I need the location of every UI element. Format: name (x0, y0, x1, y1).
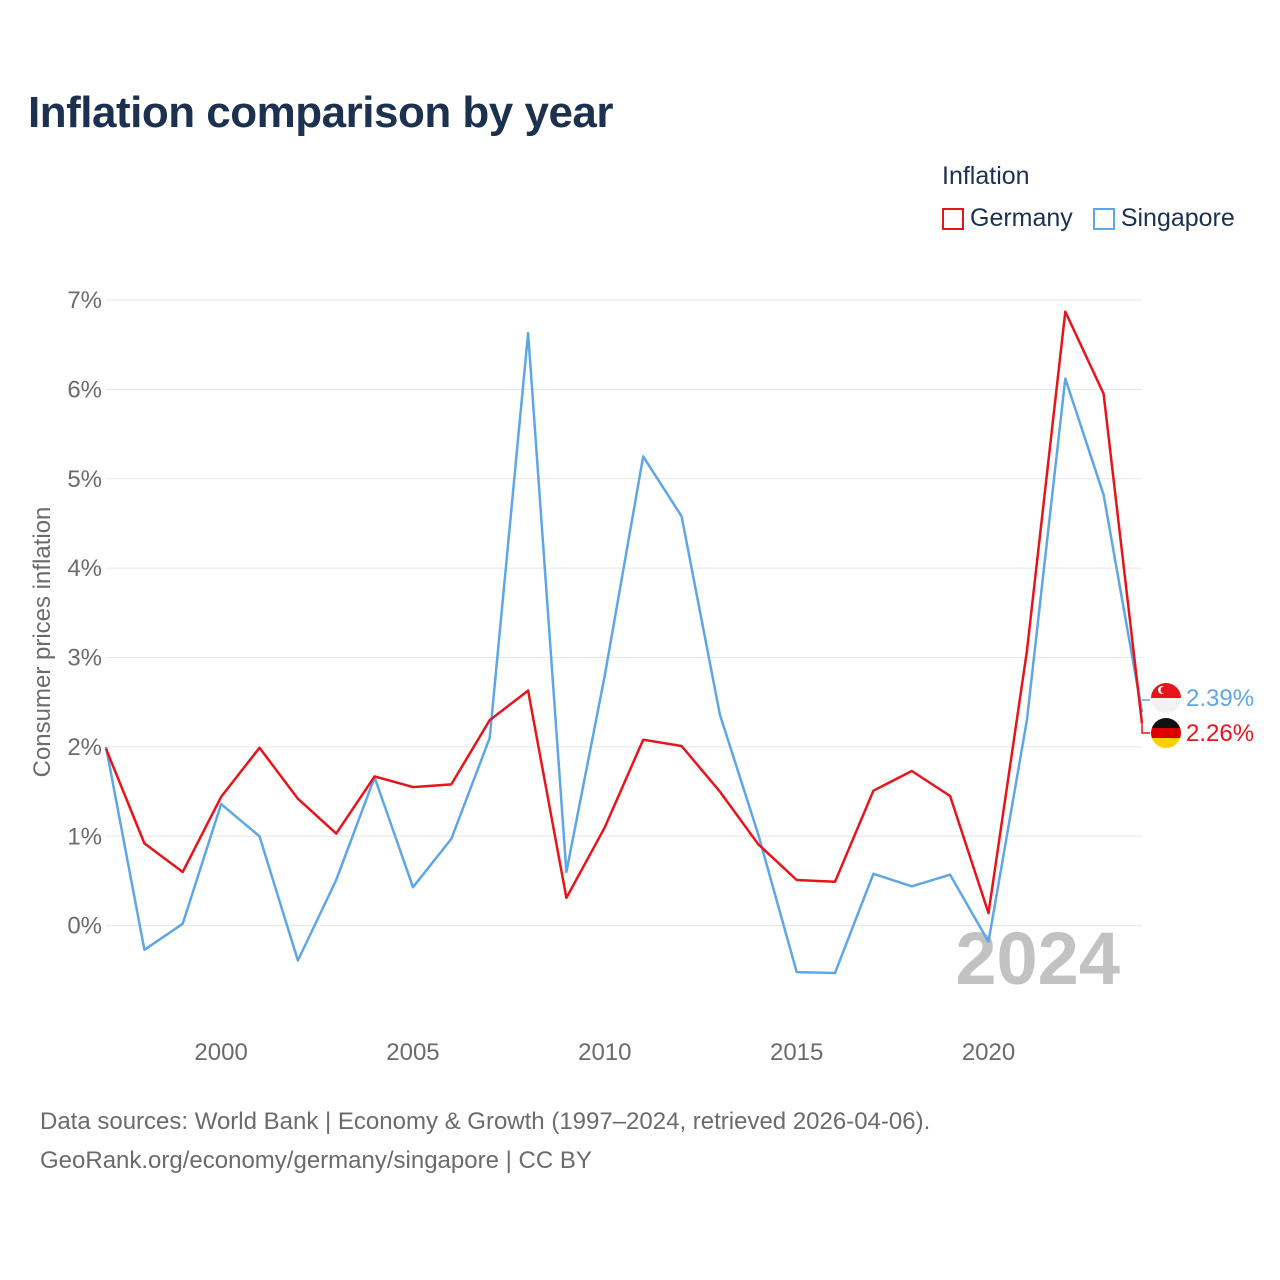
legend-label-singapore: Singapore (1120, 204, 1235, 232)
legend-swatch-singapore (1092, 207, 1115, 230)
legend-title: Inflation (942, 162, 1030, 190)
chart-title: Inflation comparison by year (28, 88, 614, 137)
y-tick-label: 2% (67, 734, 102, 761)
legend-swatch-germany (942, 207, 964, 230)
series-lines (104, 310, 1144, 975)
series-line-germany[interactable] (104, 310, 1144, 915)
x-tick-label: 2005 (386, 1039, 439, 1066)
end-label-germany: 2.26% (1141, 718, 1254, 748)
footer-attribution[interactable]: GeoRank.org/economy/germany/singapore | … (40, 1147, 592, 1174)
y-tick-label: 3% (67, 645, 102, 672)
end-value-germany: 2.26% (1186, 720, 1254, 747)
y-tick-label: 7% (67, 287, 102, 314)
x-tick-label: 2015 (770, 1039, 823, 1066)
y-axis-label: Consumer prices inflation (29, 507, 56, 778)
legend-item-germany[interactable]: Germany (942, 204, 1073, 233)
legend-label-germany: Germany (970, 204, 1073, 232)
y-tick-label: 1% (67, 823, 102, 850)
end-value-singapore: 2.39% (1186, 685, 1254, 712)
germany-flag-icon (1151, 718, 1181, 748)
y-axis-ticks: 0% 1% 2% 3% 4% 5% 6% 7% (67, 287, 102, 940)
y-tick-label: 5% (67, 466, 102, 493)
x-tick-label: 2020 (962, 1039, 1015, 1066)
series-line-singapore[interactable] (104, 331, 1144, 975)
legend: Germany Singapore (942, 204, 1235, 233)
y-tick-label: 0% (67, 913, 102, 940)
legend-item-singapore[interactable]: Singapore (1092, 204, 1235, 233)
footer-source: Data sources: World Bank | Economy & Gro… (40, 1108, 931, 1135)
y-tick-label: 6% (67, 376, 102, 403)
x-tick-label: 2010 (578, 1039, 631, 1066)
x-axis-ticks: 2000 2005 2010 2015 2020 (194, 1039, 1015, 1066)
y-tick-label: 4% (67, 555, 102, 582)
end-label-singapore: 2.39% (1142, 683, 1254, 713)
grid-lines (106, 299, 1142, 927)
singapore-flag-icon (1151, 683, 1181, 713)
x-tick-label: 2000 (194, 1039, 247, 1066)
